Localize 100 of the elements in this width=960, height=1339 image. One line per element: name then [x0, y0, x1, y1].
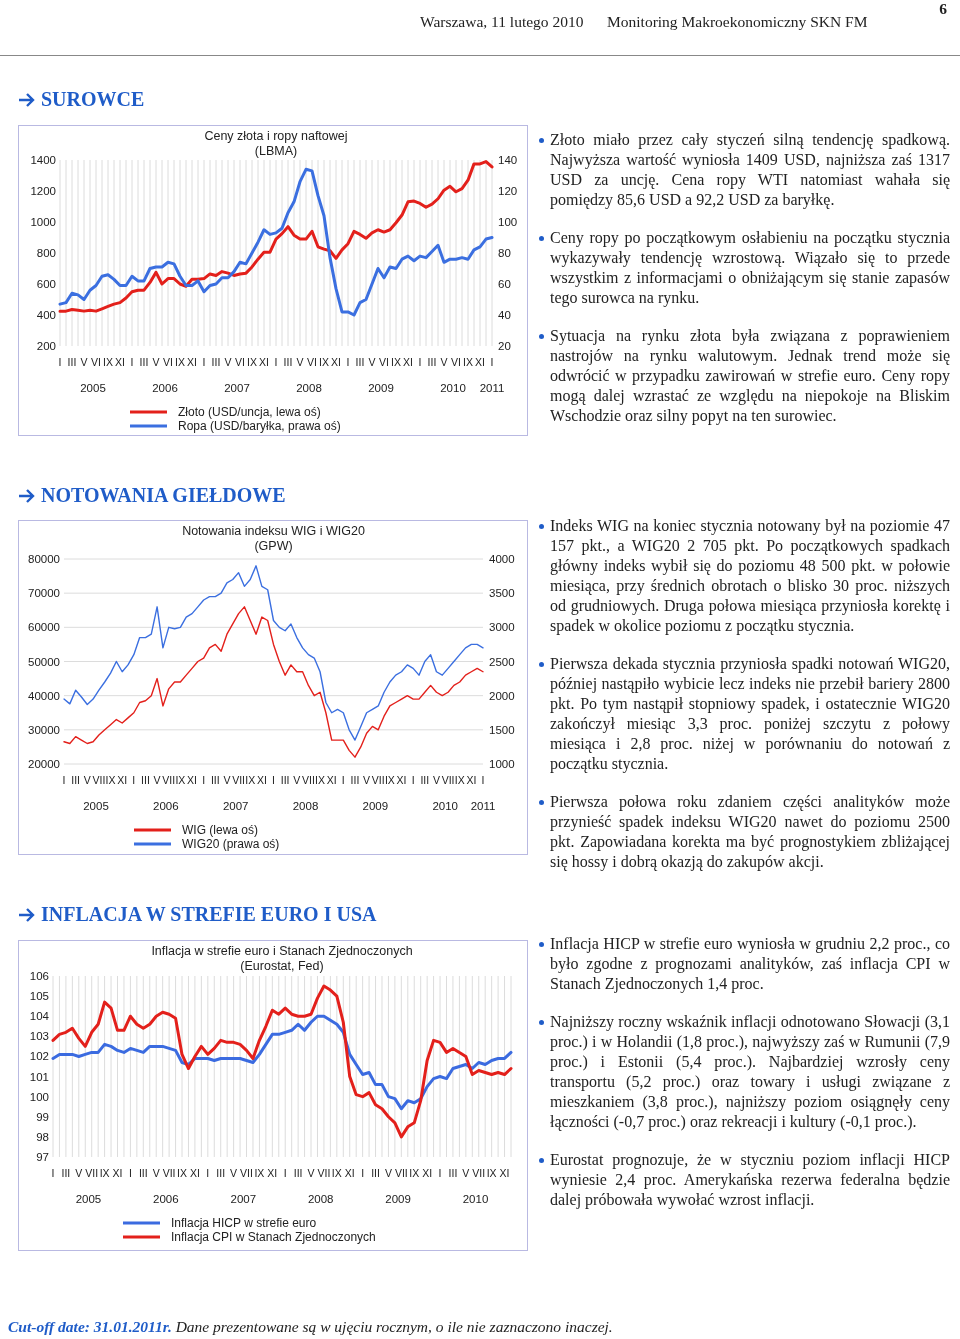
y2-tick-label: 1500 — [489, 723, 515, 736]
x-tick-label: IX — [175, 356, 185, 368]
y-tick-label: 1400 — [30, 154, 56, 167]
x-tick-label: V — [368, 356, 376, 368]
x-tick-label: I — [58, 356, 62, 368]
x-tick-label: V — [293, 774, 301, 786]
x-tick-label: I — [62, 774, 66, 786]
y-tick-label: 80000 — [28, 553, 60, 566]
x-tick-label: V — [432, 774, 440, 786]
x-tick-label: IX — [486, 1167, 497, 1179]
x-tick-label: XI — [475, 356, 485, 368]
x-tick-label: V — [384, 1167, 392, 1179]
x-tick-label: IX — [105, 774, 116, 786]
legend-label: WIG20 (prawa oś) — [182, 837, 280, 852]
text: 2011 — [479, 382, 505, 394]
legend-label: Ropa (USD/baryłka, prawa oś) — [178, 419, 341, 434]
chart-subtitle: (Eurostat, Fed) — [240, 959, 324, 973]
y-tick-label: 400 — [36, 309, 56, 322]
x-tick-label: VI — [379, 356, 389, 368]
x-tick-label: IX — [409, 1167, 420, 1179]
x-tick-label: III — [67, 356, 77, 368]
text: 6 — [939, 0, 947, 18]
x-tick-label: I — [202, 356, 206, 368]
y-tick-label: 98 — [36, 1130, 49, 1143]
x-tick-label: V — [462, 1167, 470, 1179]
x-tick-label: III — [420, 774, 430, 786]
text: Eurostat prognozuje, że w styczniu poziom inflacji HICP wyniesie 2,4 proc. Amerykańska rezerwa federalna będzie dalej próbowała wywołać wzrost inflacji. — [549, 1150, 950, 1210]
x-tick-label: III — [280, 774, 290, 786]
y-tick-label: 97 — [36, 1151, 49, 1164]
x-tick-label: I — [128, 1167, 132, 1179]
x-tick-label: XI — [331, 356, 341, 368]
x-tick-label: I — [490, 356, 494, 368]
y2-tick-label: 2500 — [489, 655, 515, 668]
chart-title: Inflacja w strefie euro i Stanach Zjednoczonych — [151, 944, 413, 958]
x-tick-label: XI — [267, 1167, 278, 1179]
x-tick-label: V — [75, 1167, 83, 1179]
x-tick-label: III — [448, 1167, 458, 1179]
legend-label: Inflacja CPI w Stanach Zjednoczonych — [171, 1230, 376, 1245]
y-tick-label: 1000 — [30, 216, 56, 229]
text: 2007 — [230, 1193, 257, 1205]
y-tick-label: 99 — [36, 1110, 49, 1123]
x-tick-label: I — [341, 774, 345, 786]
x-tick-label: V — [363, 774, 371, 786]
x-tick-label: XI — [403, 356, 413, 368]
text: Indeks WIG na koniec stycznia notowany był na poziomie 47 157 pkt., a WIG20 2 705 pkt. Po początkowych spadkach główny indeks wybił się do poziomu 48 500 pkt. w połowie miesiąca, przy średnich obrotach o blisko 30 proc. niższych od grudniowych. Druga połowa miesiąca przyniosła korektę i spadek w okolice poziomu z początku stycznia. — [549, 516, 950, 636]
x-tick-label: III — [427, 356, 437, 368]
text: Pierwsza dekada stycznia przyniosła spadki notowań WIG20, później nastąpiło wybicie lecz indeks nie przebił bariery 2800 pkt. Po tym nastąpił stopniowy spadek, i ostatecznie WIG20 zakończył miesiąc 3,3 proc. poniżej szczytu z połowy miesiąca i 2,8 proc. niżej w porównaniu do notowań z początku stycznia. — [549, 654, 950, 774]
x-tick-label: XI — [499, 1167, 510, 1179]
chart-title: Notowania indeksu WIG i WIG20 — [182, 524, 365, 538]
y-tick-label: 800 — [36, 247, 56, 260]
x-tick-label: XI — [326, 774, 337, 786]
y2-tick-label: 80 — [498, 247, 511, 260]
line-series — [63, 606, 484, 758]
y2-tick-label: 120 — [498, 185, 518, 198]
y-tick-label: 103 — [29, 1030, 49, 1043]
x-tick-label: V — [152, 1167, 160, 1179]
x-tick-label: XI — [187, 356, 197, 368]
y-tick-label: 106 — [29, 970, 49, 983]
x-tick-label: VI — [91, 356, 101, 368]
chart-subtitle: (GPW) — [254, 539, 293, 553]
x-tick-label: V — [83, 774, 91, 786]
y2-tick-label: 2000 — [489, 689, 515, 702]
text: Dane prezentowane są w ujęciu rocznym, o ile nie zaznaczono inaczej. — [175, 1318, 613, 1335]
x-tick-label: IX — [391, 356, 401, 368]
text: Warszawa, 11 lutego 2010 — [420, 13, 584, 31]
text: 2010 — [440, 382, 466, 394]
y2-tick-label: 60 — [498, 278, 511, 291]
text: Sytuacja na rynku złota była związana z poprawieniem nastrojów na rynku walutowym. Jednak trend może się odwrócić w przypadku zawirowań w strefie euro. Ceny ropy mogą dalej wzrastać ze względu na niepokoje na Bliskim Wschodzie oraz silny popyt na ten surowiec. — [549, 326, 950, 426]
x-tick-label: I — [274, 356, 278, 368]
y-tick-label: 200 — [36, 340, 56, 353]
text: 2005 — [83, 800, 109, 812]
x-tick-label: XI — [187, 774, 197, 786]
x-tick-label: VII — [472, 1167, 486, 1179]
x-tick-label: VI — [451, 356, 461, 368]
text: 2005 — [75, 1193, 102, 1205]
x-tick-label: VII — [301, 774, 315, 786]
x-tick-label: III — [141, 774, 150, 786]
y-tick-label: 50000 — [28, 655, 60, 668]
x-tick-label: I — [438, 1167, 442, 1179]
text: 2010 — [432, 800, 458, 812]
text: Monitoring Makroekonomiczny SKN FM — [607, 13, 868, 31]
x-tick-label: III — [355, 356, 365, 368]
x-tick-label: V — [307, 1167, 315, 1179]
text: 2006 — [152, 382, 178, 394]
x-tick-label: III — [211, 356, 221, 368]
y-tick-label: 60000 — [28, 621, 60, 634]
x-tick-label: III — [139, 356, 149, 368]
x-tick-label: XI — [466, 774, 477, 786]
x-tick-label: I — [51, 1167, 55, 1179]
x-tick-label: V — [153, 774, 161, 786]
x-tick-label: VII — [240, 1167, 253, 1179]
x-tick-label: VII — [85, 1167, 99, 1179]
y-tick-label: 30000 — [28, 723, 60, 736]
text: 2011 — [470, 800, 496, 812]
x-tick-label: III — [350, 774, 360, 786]
x-tick-label: IX — [254, 1167, 265, 1179]
x-tick-label: I — [481, 774, 485, 786]
chart-title: Ceny złota i ropy naftowej — [204, 129, 348, 143]
line-series — [63, 565, 484, 741]
y-tick-label: 100 — [29, 1090, 49, 1103]
